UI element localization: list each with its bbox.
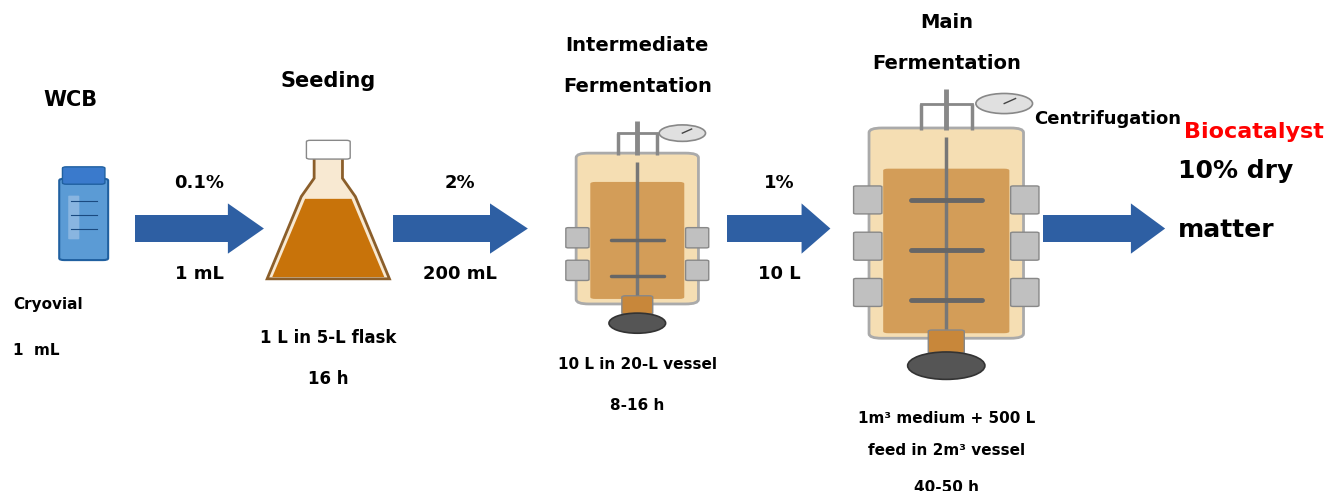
Circle shape: [976, 93, 1032, 113]
Text: 1 L in 5-L flask: 1 L in 5-L flask: [261, 329, 396, 347]
Text: Centrifugation: Centrifugation: [1034, 110, 1181, 128]
FancyBboxPatch shape: [566, 260, 589, 280]
Text: matter: matter: [1179, 218, 1274, 242]
Text: 10 L: 10 L: [758, 265, 800, 283]
FancyBboxPatch shape: [59, 179, 108, 260]
FancyBboxPatch shape: [590, 182, 684, 299]
Text: 40-50 h: 40-50 h: [914, 480, 978, 491]
Polygon shape: [136, 216, 228, 242]
Polygon shape: [801, 203, 831, 254]
Text: 2%: 2%: [445, 174, 476, 192]
Text: 1 mL: 1 mL: [175, 265, 224, 283]
FancyBboxPatch shape: [1011, 278, 1039, 306]
Text: 1%: 1%: [763, 174, 794, 192]
Text: 0.1%: 0.1%: [175, 174, 224, 192]
Circle shape: [907, 352, 985, 380]
FancyBboxPatch shape: [1011, 186, 1039, 214]
FancyBboxPatch shape: [883, 169, 1009, 333]
Text: 200 mL: 200 mL: [423, 265, 497, 283]
Text: 1m³ medium + 500 L: 1m³ medium + 500 L: [857, 411, 1035, 426]
Text: feed in 2m³ vessel: feed in 2m³ vessel: [868, 443, 1025, 459]
FancyBboxPatch shape: [566, 228, 589, 248]
FancyBboxPatch shape: [577, 153, 699, 304]
FancyBboxPatch shape: [870, 128, 1024, 338]
Polygon shape: [267, 153, 390, 279]
Polygon shape: [491, 203, 528, 254]
Text: 10 L in 20-L vessel: 10 L in 20-L vessel: [558, 356, 716, 372]
Text: 8-16 h: 8-16 h: [610, 398, 664, 412]
Text: Cryovial: Cryovial: [13, 297, 82, 312]
FancyBboxPatch shape: [853, 278, 882, 306]
FancyBboxPatch shape: [929, 330, 964, 354]
Text: Biocatalyst: Biocatalyst: [1184, 122, 1324, 142]
FancyBboxPatch shape: [62, 167, 105, 184]
FancyBboxPatch shape: [1011, 232, 1039, 260]
Polygon shape: [1043, 216, 1130, 242]
Text: Intermediate: Intermediate: [566, 36, 710, 55]
Text: Fermentation: Fermentation: [563, 77, 712, 96]
FancyBboxPatch shape: [622, 296, 653, 314]
Polygon shape: [1130, 203, 1165, 254]
FancyBboxPatch shape: [306, 140, 351, 159]
FancyBboxPatch shape: [685, 260, 708, 280]
Text: Fermentation: Fermentation: [872, 54, 1020, 73]
Polygon shape: [392, 216, 491, 242]
Text: WCB: WCB: [44, 90, 98, 109]
FancyBboxPatch shape: [853, 186, 882, 214]
Polygon shape: [228, 203, 263, 254]
Text: Main: Main: [919, 13, 973, 32]
Text: 1  mL: 1 mL: [13, 343, 59, 358]
Text: Seeding: Seeding: [281, 71, 376, 91]
Text: 16 h: 16 h: [308, 370, 348, 388]
Text: 10% dry: 10% dry: [1179, 159, 1293, 183]
FancyBboxPatch shape: [853, 232, 882, 260]
FancyBboxPatch shape: [69, 195, 79, 239]
FancyBboxPatch shape: [685, 228, 708, 248]
Polygon shape: [273, 199, 384, 277]
Circle shape: [609, 313, 665, 333]
Circle shape: [659, 125, 706, 141]
Polygon shape: [727, 216, 801, 242]
